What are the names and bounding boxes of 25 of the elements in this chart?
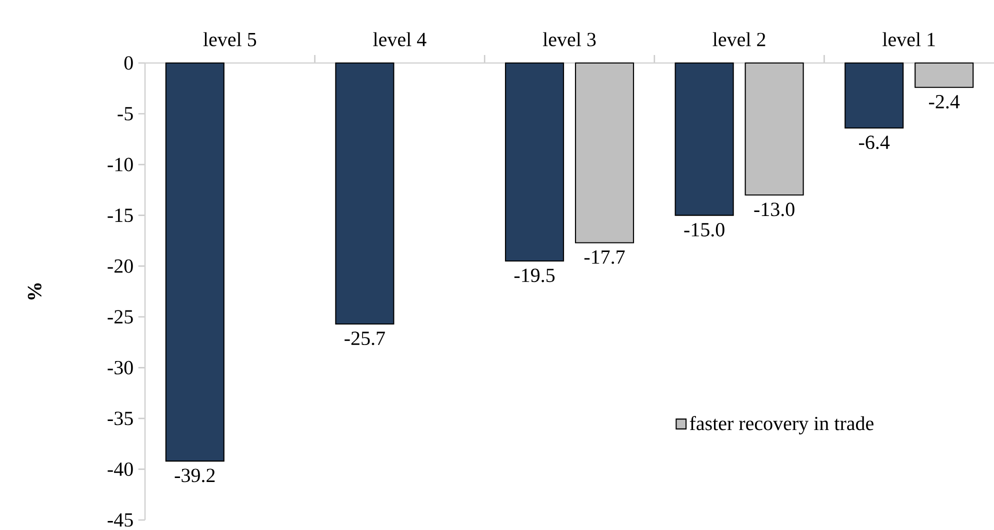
x-tick-label: level 5 (203, 32, 256, 46)
data-label: -19.5 (514, 268, 555, 282)
x-tick-label: level 3 (542, 32, 596, 46)
y-tick-label: -30 (108, 360, 133, 374)
data-label: -17.7 (584, 250, 625, 264)
y-tick-label: -5 (118, 107, 133, 120)
data-label: -39.2 (174, 468, 215, 482)
data-label: -6.4 (859, 136, 890, 150)
y-axis-title: % (28, 283, 42, 300)
data-label: -13.0 (754, 202, 794, 216)
y-tick-label: -20 (108, 259, 133, 273)
y-tick-label: -45 (108, 513, 133, 527)
y-tick-label: -10 (108, 158, 133, 172)
x-tick-label: level 2 (712, 32, 766, 46)
y-tick-label: -15 (108, 208, 133, 222)
y-tick-label: 0 (124, 56, 133, 70)
y-tick-label: -25 (108, 310, 133, 324)
y-tick-label: -40 (108, 462, 133, 476)
x-tick-label: level 4 (373, 32, 426, 46)
data-label: -25.7 (344, 332, 385, 346)
y-tick-label: -35 (108, 412, 133, 426)
x-tick-label: level 1 (882, 32, 935, 46)
data-label: -15.0 (684, 222, 724, 237)
legend-label: faster recovery in trade (690, 416, 874, 434)
data-label: -2.4 (929, 95, 960, 109)
